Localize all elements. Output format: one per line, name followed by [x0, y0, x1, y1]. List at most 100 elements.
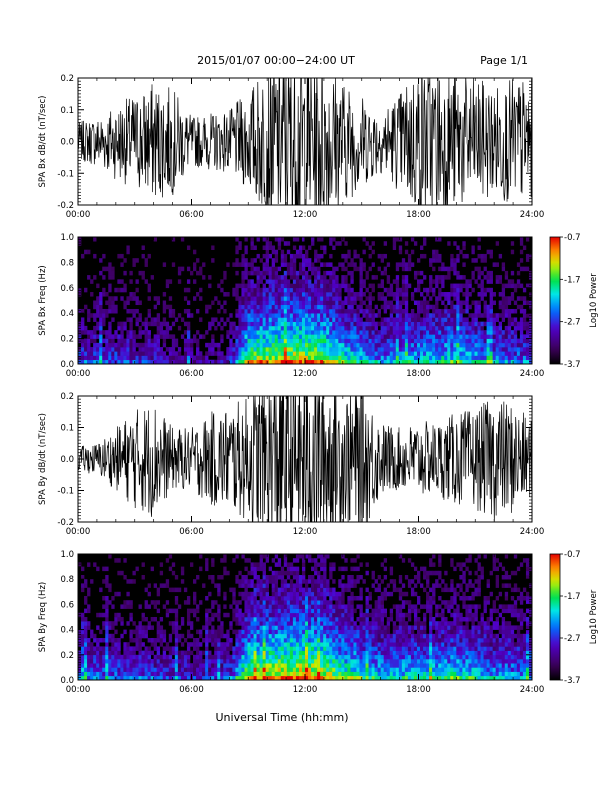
heatmap-cell [108, 351, 112, 356]
heatmap-cell [90, 659, 94, 664]
heatmap-cell [404, 313, 409, 318]
heatmap-cell [105, 359, 109, 364]
heatmap-cell [323, 570, 327, 576]
heatmap-cell [323, 663, 327, 668]
heatmap-cell [193, 675, 197, 680]
heatmap-cell [162, 338, 167, 344]
heatmap-cell [335, 629, 339, 635]
heatmap-cell [314, 275, 318, 280]
heatmap-cell [265, 650, 269, 656]
heatmap-cell [326, 671, 330, 677]
heatmap-cell [407, 355, 412, 361]
heatmap-cell [289, 270, 294, 276]
heatmap-cell [244, 249, 248, 255]
heatmap-cell [326, 654, 330, 660]
heatmap-cell [362, 321, 366, 327]
heatmap-cell [453, 355, 457, 361]
heatmap-cell [522, 347, 527, 352]
heatmap-cell [271, 266, 276, 272]
heatmap-cell [102, 266, 106, 272]
heatmap-cell [426, 313, 430, 318]
heatmap-cell [126, 604, 130, 609]
heatmap-cell [141, 654, 145, 660]
heatmap-cell [326, 347, 330, 352]
heatmap-cell [326, 633, 330, 639]
heatmap-cell [513, 355, 518, 361]
heatmap-cell [311, 262, 315, 267]
heatmap-cell [156, 342, 161, 348]
heatmap-cell [265, 338, 269, 344]
heatmap-cell [199, 266, 203, 272]
heatmap-cell [271, 675, 276, 680]
heatmap-cell [229, 667, 233, 672]
heatmap-cell [241, 579, 245, 584]
heatmap-cell [435, 317, 439, 322]
heatmap-cell [368, 304, 372, 310]
heatmap-cell [241, 633, 245, 639]
heatmap-cell [250, 292, 254, 297]
heatmap-cell [456, 308, 460, 314]
heatmap-cell [244, 351, 248, 356]
heatmap-cell [380, 334, 384, 339]
heatmap-cell [435, 351, 439, 356]
heatmap-cell [507, 313, 512, 318]
heatmap-cell [395, 296, 400, 301]
heatmap-cell [332, 317, 336, 322]
heatmap-cell [295, 621, 300, 626]
heatmap-cell [138, 633, 142, 639]
heatmap-cell [232, 667, 236, 672]
heatmap-cell [250, 633, 254, 639]
heatmap-cell [344, 604, 348, 609]
heatmap-cell [519, 296, 524, 301]
heatmap-cell [326, 608, 330, 614]
heatmap-cell [256, 566, 260, 572]
heatmap-cell [308, 308, 312, 314]
heatmap-cell [259, 296, 263, 301]
heatmap-cell [81, 659, 85, 664]
heatmap-cell [413, 355, 418, 361]
heatmap-cell [317, 347, 321, 352]
heatmap-cell [78, 671, 82, 677]
heatmap-cell [507, 338, 512, 344]
heatmap-cell [344, 667, 348, 672]
heatmap-cell [223, 633, 227, 639]
heatmap-cell [477, 313, 481, 318]
heatmap-cell [365, 321, 369, 327]
heatmap-cell [96, 646, 100, 651]
heatmap-cell [338, 359, 342, 364]
heatmap-cell [153, 342, 157, 348]
heatmap-cell [314, 650, 318, 656]
heatmap-cell [320, 650, 324, 656]
heatmap-cell [480, 313, 484, 318]
heatmap-cell [338, 612, 342, 618]
heatmap-cell [335, 347, 339, 352]
heatmap-cell [84, 355, 88, 361]
heatmap-cell [362, 249, 366, 255]
heatmap-cell [147, 347, 151, 352]
heatmap-cell [126, 342, 130, 348]
heatmap-cell [362, 347, 366, 352]
heatmap-cell [347, 646, 351, 651]
heatmap-cell [320, 342, 324, 348]
heatmap-cell [241, 325, 245, 331]
heatmap-cell [211, 562, 215, 567]
heatmap-cell [138, 625, 142, 630]
heatmap-cell [108, 600, 112, 605]
heatmap-cell [259, 633, 263, 639]
heatmap-cell [90, 330, 94, 335]
heatmap-cell [492, 313, 496, 318]
heatmap-cell [274, 617, 279, 622]
heatmap-cell [398, 338, 403, 344]
heatmap-cell [81, 347, 85, 352]
heatmap-cell [516, 338, 521, 344]
heatmap-cell [335, 675, 339, 680]
heatmap-cell [274, 554, 279, 559]
heatmap-cell [323, 279, 327, 284]
heatmap-cell [528, 292, 532, 297]
heatmap-cell [295, 659, 300, 664]
heatmap-cell [432, 279, 436, 284]
heatmap-cell [280, 570, 285, 576]
heatmap-cell [168, 313, 173, 318]
heatmap-cell [183, 296, 188, 301]
heatmap-cell [277, 347, 282, 352]
